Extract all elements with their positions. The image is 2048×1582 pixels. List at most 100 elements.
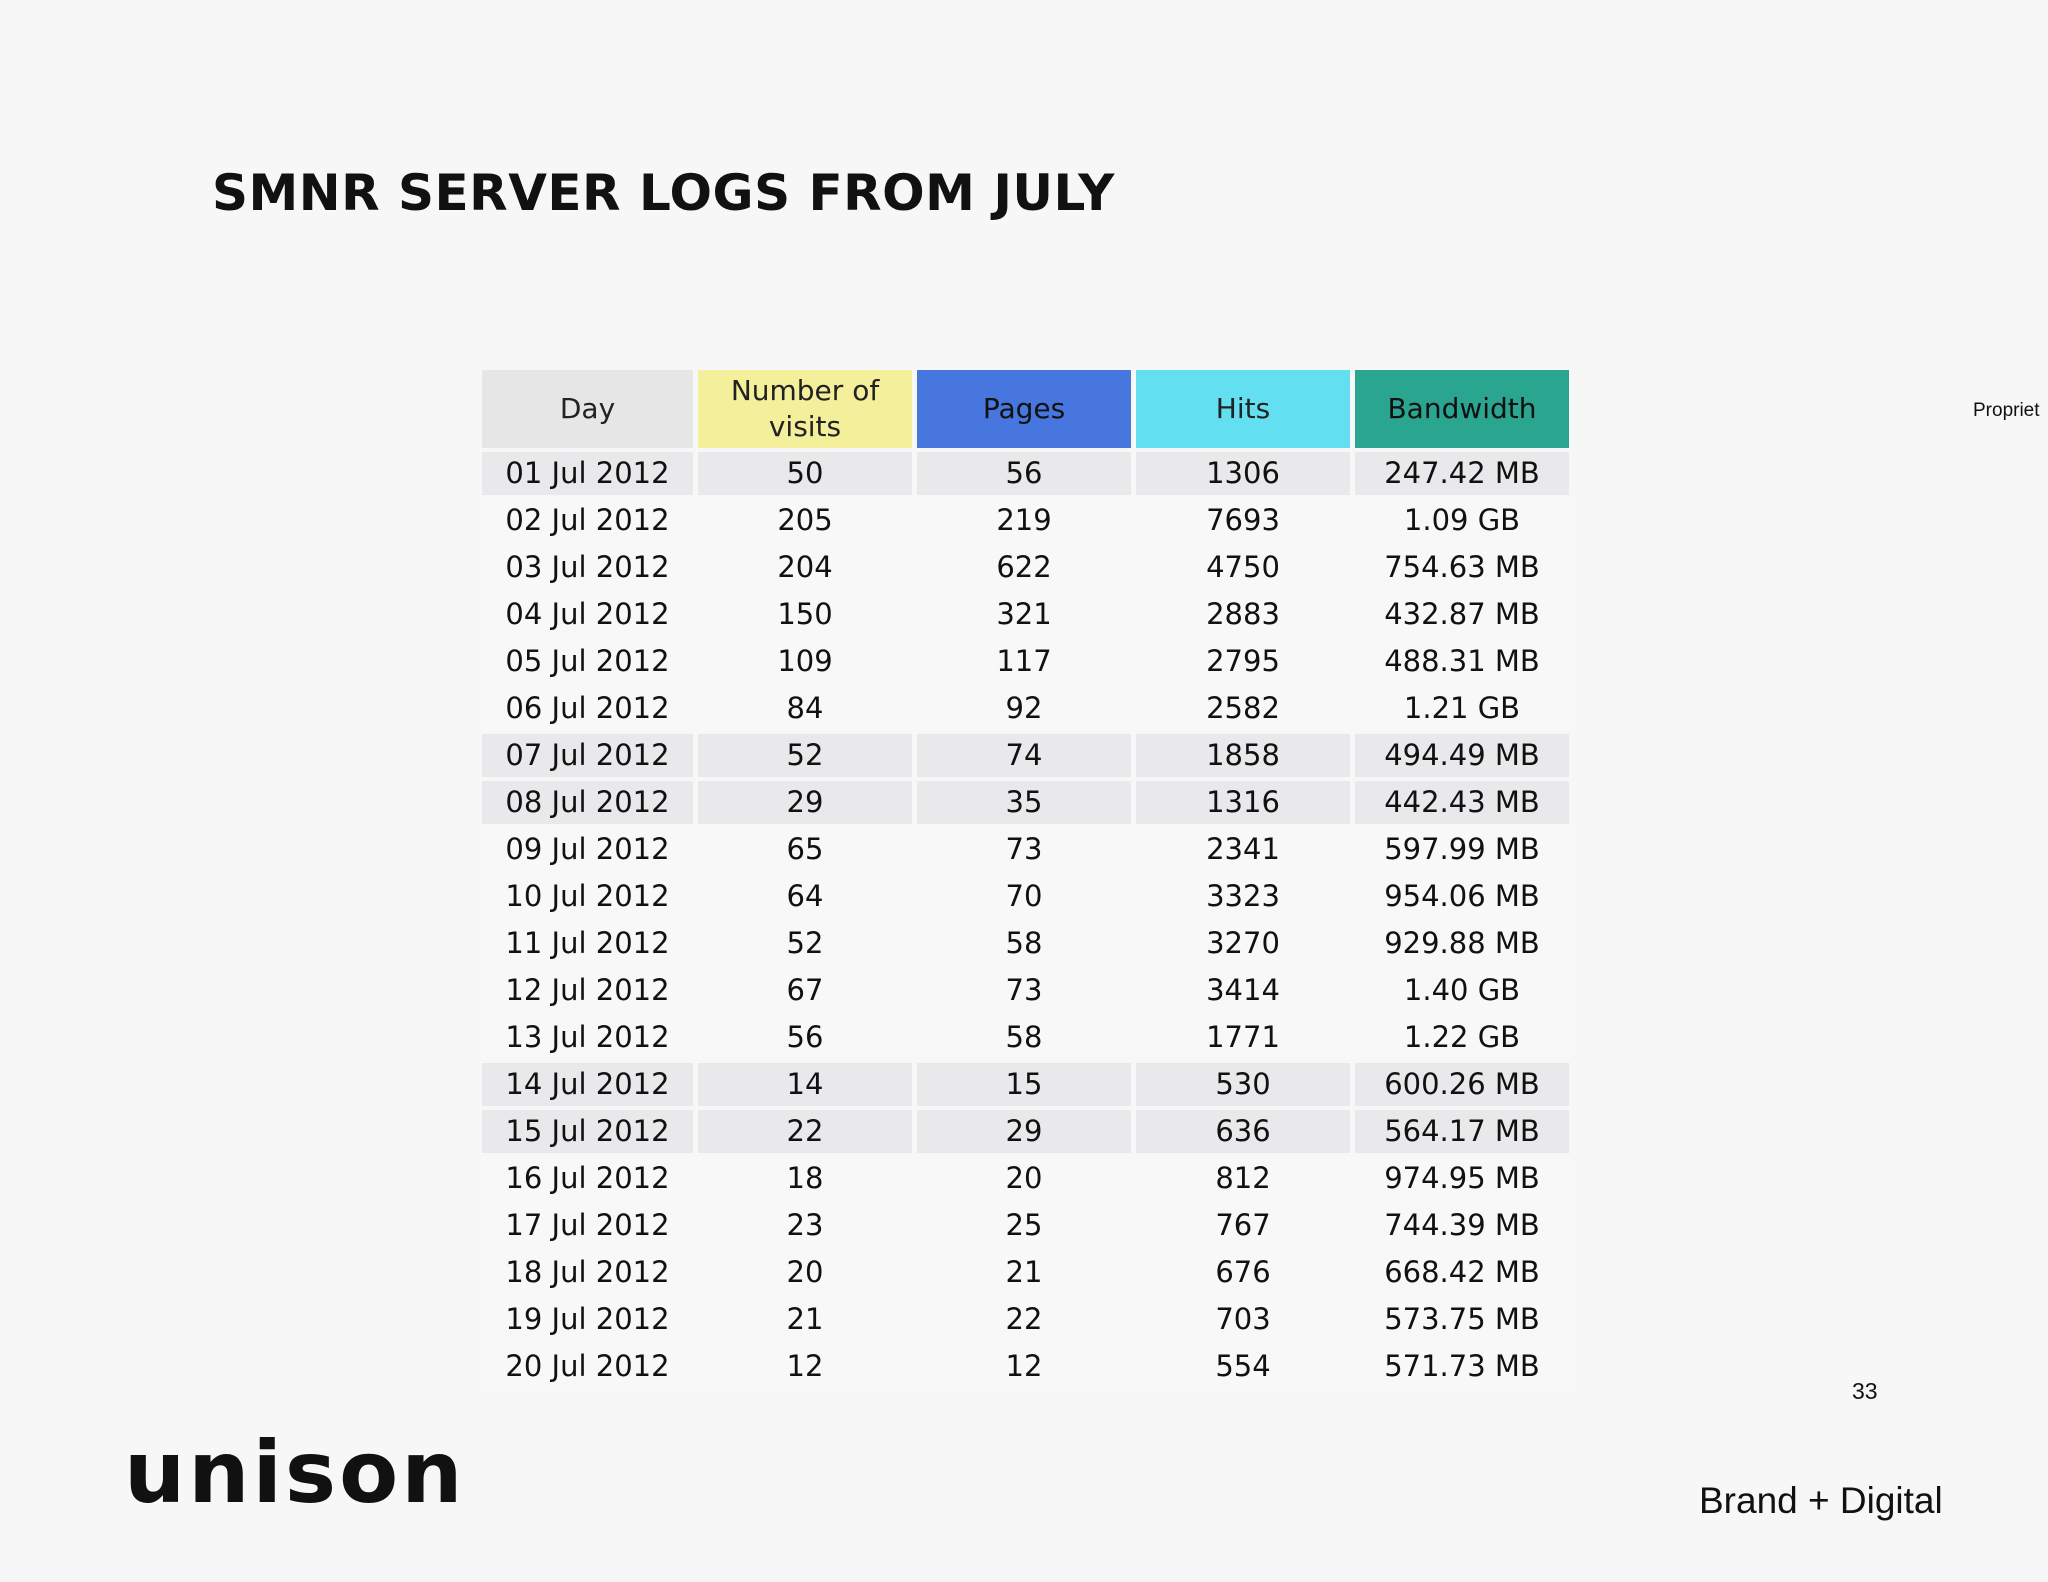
cell-bandwidth: 929.88 MB [1355,922,1569,965]
cell-hits: 1306 [1136,452,1350,495]
cell-pages: 58 [917,922,1131,965]
cell-hits: 2341 [1136,828,1350,871]
cell-day: 13 Jul 2012 [482,1016,693,1059]
cell-visits: 150 [698,593,912,636]
cell-pages: 73 [917,969,1131,1012]
header-bandwidth: Bandwidth [1355,370,1569,448]
table-row: 01 Jul 2012 50 56 1306 247.42 MB [482,452,1569,495]
cell-day: 10 Jul 2012 [482,875,693,918]
cell-hits: 636 [1136,1110,1350,1153]
cell-visits: 84 [698,687,912,730]
cell-visits: 65 [698,828,912,871]
cell-hits: 703 [1136,1298,1350,1341]
cell-visits: 14 [698,1063,912,1106]
cell-hits: 3270 [1136,922,1350,965]
cell-visits: 56 [698,1016,912,1059]
cell-day: 14 Jul 2012 [482,1063,693,1106]
cell-hits: 676 [1136,1251,1350,1294]
cell-visits: 109 [698,640,912,683]
cell-hits: 1316 [1136,781,1350,824]
cell-hits: 767 [1136,1204,1350,1247]
table-row: 11 Jul 2012 52 58 3270 929.88 MB [482,922,1569,965]
cell-pages: 21 [917,1251,1131,1294]
cell-bandwidth: 668.42 MB [1355,1251,1569,1294]
cell-day: 06 Jul 2012 [482,687,693,730]
cell-day: 05 Jul 2012 [482,640,693,683]
table-row: 12 Jul 2012 67 73 3414 1.40 GB [482,969,1569,1012]
table-row: 09 Jul 2012 65 73 2341 597.99 MB [482,828,1569,871]
cell-bandwidth: 1.09 GB [1355,499,1569,542]
unison-logo: unison [124,1423,466,1523]
cell-pages: 58 [917,1016,1131,1059]
cell-pages: 15 [917,1063,1131,1106]
cell-day: 16 Jul 2012 [482,1157,693,1200]
cell-hits: 2795 [1136,640,1350,683]
cell-pages: 73 [917,828,1131,871]
cell-hits: 2883 [1136,593,1350,636]
cell-visits: 18 [698,1157,912,1200]
cell-hits: 812 [1136,1157,1350,1200]
cell-pages: 12 [917,1345,1131,1388]
header-hits: Hits [1136,370,1350,448]
table-row: 17 Jul 2012 23 25 767 744.39 MB [482,1204,1569,1247]
cell-hits: 1771 [1136,1016,1350,1059]
table-header-row: Day Number of visits Pages Hits Bandwidt… [482,370,1569,448]
cell-hits: 2582 [1136,687,1350,730]
cell-pages: 35 [917,781,1131,824]
table-row: 02 Jul 2012 205 219 7693 1.09 GB [482,499,1569,542]
cell-hits: 530 [1136,1063,1350,1106]
table-row: 10 Jul 2012 64 70 3323 954.06 MB [482,875,1569,918]
cell-visits: 50 [698,452,912,495]
cell-pages: 56 [917,452,1131,495]
cell-day: 18 Jul 2012 [482,1251,693,1294]
table-row: 03 Jul 2012 204 622 4750 754.63 MB [482,546,1569,589]
cell-visits: 52 [698,922,912,965]
cell-bandwidth: 597.99 MB [1355,828,1569,871]
table-row: 19 Jul 2012 21 22 703 573.75 MB [482,1298,1569,1341]
cell-day: 01 Jul 2012 [482,452,693,495]
cell-day: 09 Jul 2012 [482,828,693,871]
cell-pages: 25 [917,1204,1131,1247]
cell-bandwidth: 1.22 GB [1355,1016,1569,1059]
table-row: 06 Jul 2012 84 92 2582 1.21 GB [482,687,1569,730]
cell-day: 11 Jul 2012 [482,922,693,965]
cell-bandwidth: 1.21 GB [1355,687,1569,730]
table-row: 16 Jul 2012 18 20 812 974.95 MB [482,1157,1569,1200]
cell-visits: 204 [698,546,912,589]
cell-visits: 67 [698,969,912,1012]
cell-visits: 12 [698,1345,912,1388]
cell-day: 12 Jul 2012 [482,969,693,1012]
cell-pages: 74 [917,734,1131,777]
cell-hits: 4750 [1136,546,1350,589]
cell-bandwidth: 974.95 MB [1355,1157,1569,1200]
cell-bandwidth: 1.40 GB [1355,969,1569,1012]
cell-bandwidth: 494.49 MB [1355,734,1569,777]
cell-bandwidth: 754.63 MB [1355,546,1569,589]
cell-bandwidth: 432.87 MB [1355,593,1569,636]
proprietary-note: Propriet [1973,400,2040,421]
cell-pages: 321 [917,593,1131,636]
header-day: Day [482,370,693,448]
table-row: 13 Jul 2012 56 58 1771 1.22 GB [482,1016,1569,1059]
table-row: 05 Jul 2012 109 117 2795 488.31 MB [482,640,1569,683]
cell-visits: 52 [698,734,912,777]
cell-pages: 219 [917,499,1131,542]
cell-day: 20 Jul 2012 [482,1345,693,1388]
slide-title: SMNR SERVER LOGS FROM JULY [212,164,1115,222]
cell-day: 19 Jul 2012 [482,1298,693,1341]
cell-visits: 21 [698,1298,912,1341]
cell-visits: 23 [698,1204,912,1247]
server-log-table-container: Day Number of visits Pages Hits Bandwidt… [482,370,1573,1388]
tagline: Brand + Digital [1699,1480,1943,1521]
cell-day: 07 Jul 2012 [482,734,693,777]
cell-visits: 29 [698,781,912,824]
cell-visits: 20 [698,1251,912,1294]
cell-visits: 22 [698,1110,912,1153]
cell-bandwidth: 954.06 MB [1355,875,1569,918]
cell-day: 02 Jul 2012 [482,499,693,542]
table-row: 14 Jul 2012 14 15 530 600.26 MB [482,1063,1569,1106]
cell-pages: 22 [917,1298,1131,1341]
cell-pages: 622 [917,546,1131,589]
cell-visits: 205 [698,499,912,542]
cell-bandwidth: 564.17 MB [1355,1110,1569,1153]
